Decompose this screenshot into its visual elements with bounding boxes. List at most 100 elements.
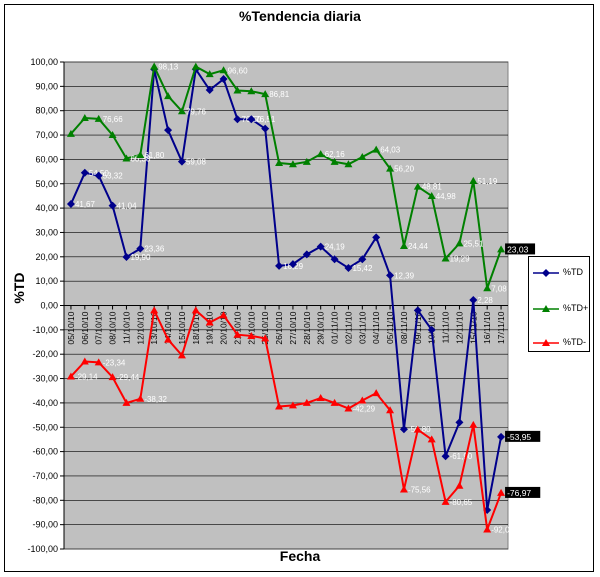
data-label: 15,42	[352, 264, 373, 273]
data-label: 2,28	[477, 296, 493, 305]
data-label: 48,81	[422, 183, 443, 192]
x-tick-label: 27/10/10	[288, 311, 298, 344]
y-tick-label: 70,00	[35, 130, 58, 140]
data-point	[177, 107, 186, 115]
data-point	[344, 404, 353, 412]
x-tick-label: 01/11/10	[330, 311, 340, 344]
data-label: 64,03	[380, 146, 401, 155]
data-point	[164, 126, 173, 135]
data-label: 60,38	[130, 154, 151, 163]
x-tick-label: 06/10/10	[80, 311, 90, 344]
data-label: 12,39	[394, 271, 415, 280]
series-line	[70, 307, 502, 530]
x-tick-label: 15/11/10	[468, 311, 478, 344]
data-point	[150, 62, 159, 70]
data-label: 56,20	[394, 165, 415, 174]
y-tick-label: -60,00	[32, 447, 58, 457]
data-point	[66, 372, 75, 380]
data-point	[247, 115, 256, 124]
y-tick-label: 90,00	[35, 81, 58, 91]
data-point	[261, 334, 270, 342]
data-point	[205, 70, 214, 78]
data-point	[94, 171, 103, 180]
x-tick-label: 03/11/10	[357, 311, 367, 344]
data-point	[205, 318, 214, 326]
data-point	[302, 157, 311, 165]
data-label: 19,29	[450, 255, 471, 264]
data-point	[497, 245, 506, 253]
x-tick-label: 16/11/10	[482, 311, 492, 344]
data-point	[164, 92, 173, 100]
data-point	[483, 525, 492, 533]
data-label: 23,36	[144, 245, 165, 254]
x-tick-label: 29/10/10	[316, 311, 326, 344]
data-point	[136, 244, 145, 253]
data-point	[441, 254, 450, 262]
data-point	[191, 62, 200, 70]
data-label: 98,13	[158, 63, 179, 72]
data-point	[497, 488, 506, 496]
data-point	[302, 398, 311, 406]
data-point	[261, 90, 270, 98]
data-point	[94, 114, 103, 122]
data-label: -92,0	[491, 526, 510, 535]
data-point	[288, 260, 297, 269]
data-point	[219, 311, 228, 319]
x-tick-label: 09/11/10	[413, 311, 423, 344]
data-label: -61,90	[450, 452, 473, 461]
y-tick-label: 80,00	[35, 106, 58, 116]
x-tick-label: 15/10/10	[177, 311, 187, 344]
data-label: 41,04	[117, 202, 138, 211]
x-tick-label: 26/10/10	[274, 311, 284, 344]
data-point	[358, 152, 367, 160]
data-label: 86,81	[269, 90, 290, 99]
data-label: 44,98	[436, 192, 457, 201]
data-point	[66, 200, 75, 209]
data-point	[108, 131, 117, 139]
data-label: 7,08	[491, 284, 507, 293]
data-point	[372, 389, 381, 397]
data-point	[122, 253, 131, 262]
y-tick-label: 100,00	[30, 57, 58, 67]
data-point	[455, 418, 464, 427]
y-tick-label: -70,00	[32, 471, 58, 481]
x-tick-label: 13/10/10	[149, 311, 159, 344]
data-point	[386, 406, 395, 414]
y-axis-title: %TD	[11, 272, 27, 304]
data-label: 51,19	[477, 177, 498, 186]
y-tick-label: 30,00	[35, 227, 58, 237]
x-axis-title: Fecha	[279, 548, 321, 564]
x-tick-label: 08/10/10	[108, 311, 118, 344]
data-point	[177, 157, 186, 166]
data-point	[344, 263, 353, 272]
data-label: -38,32	[144, 395, 167, 404]
data-point	[413, 306, 422, 315]
data-label: 25,51	[463, 239, 484, 248]
data-point	[386, 271, 395, 280]
data-point	[344, 160, 353, 168]
data-point	[399, 241, 408, 249]
x-tick-label: 17/11/10	[496, 311, 506, 344]
data-point	[372, 233, 381, 242]
data-point	[247, 331, 256, 339]
data-point	[94, 358, 103, 366]
data-label: -29,44	[117, 373, 140, 382]
data-point	[413, 425, 422, 433]
data-point	[330, 398, 339, 406]
chart-title: %Tendencia diaria	[239, 8, 361, 24]
data-point	[136, 394, 145, 402]
data-label: 79,76	[186, 107, 207, 116]
data-point	[441, 497, 450, 505]
x-tick-label: 02/11/10	[343, 311, 353, 344]
data-point	[386, 164, 395, 172]
data-label: 23,03	[507, 244, 529, 254]
data-point	[122, 154, 131, 162]
data-point	[233, 115, 242, 124]
data-label: -29,14	[75, 372, 98, 381]
data-point	[66, 129, 75, 137]
y-tick-label: 40,00	[35, 203, 58, 213]
data-label-bg	[505, 243, 536, 255]
data-point	[288, 160, 297, 168]
data-point	[275, 261, 284, 270]
data-point	[108, 373, 117, 381]
